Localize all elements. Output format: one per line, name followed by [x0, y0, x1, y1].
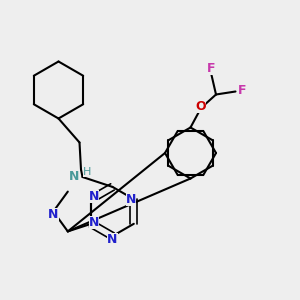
Text: O: O [196, 100, 206, 113]
Text: N: N [69, 170, 79, 184]
Text: N: N [107, 232, 118, 246]
Text: F: F [207, 62, 216, 75]
Text: N: N [48, 208, 59, 221]
Text: H: H [83, 167, 91, 177]
Text: N: N [89, 216, 99, 229]
Text: F: F [238, 84, 246, 98]
Text: N: N [126, 193, 136, 206]
Text: N: N [88, 190, 99, 203]
